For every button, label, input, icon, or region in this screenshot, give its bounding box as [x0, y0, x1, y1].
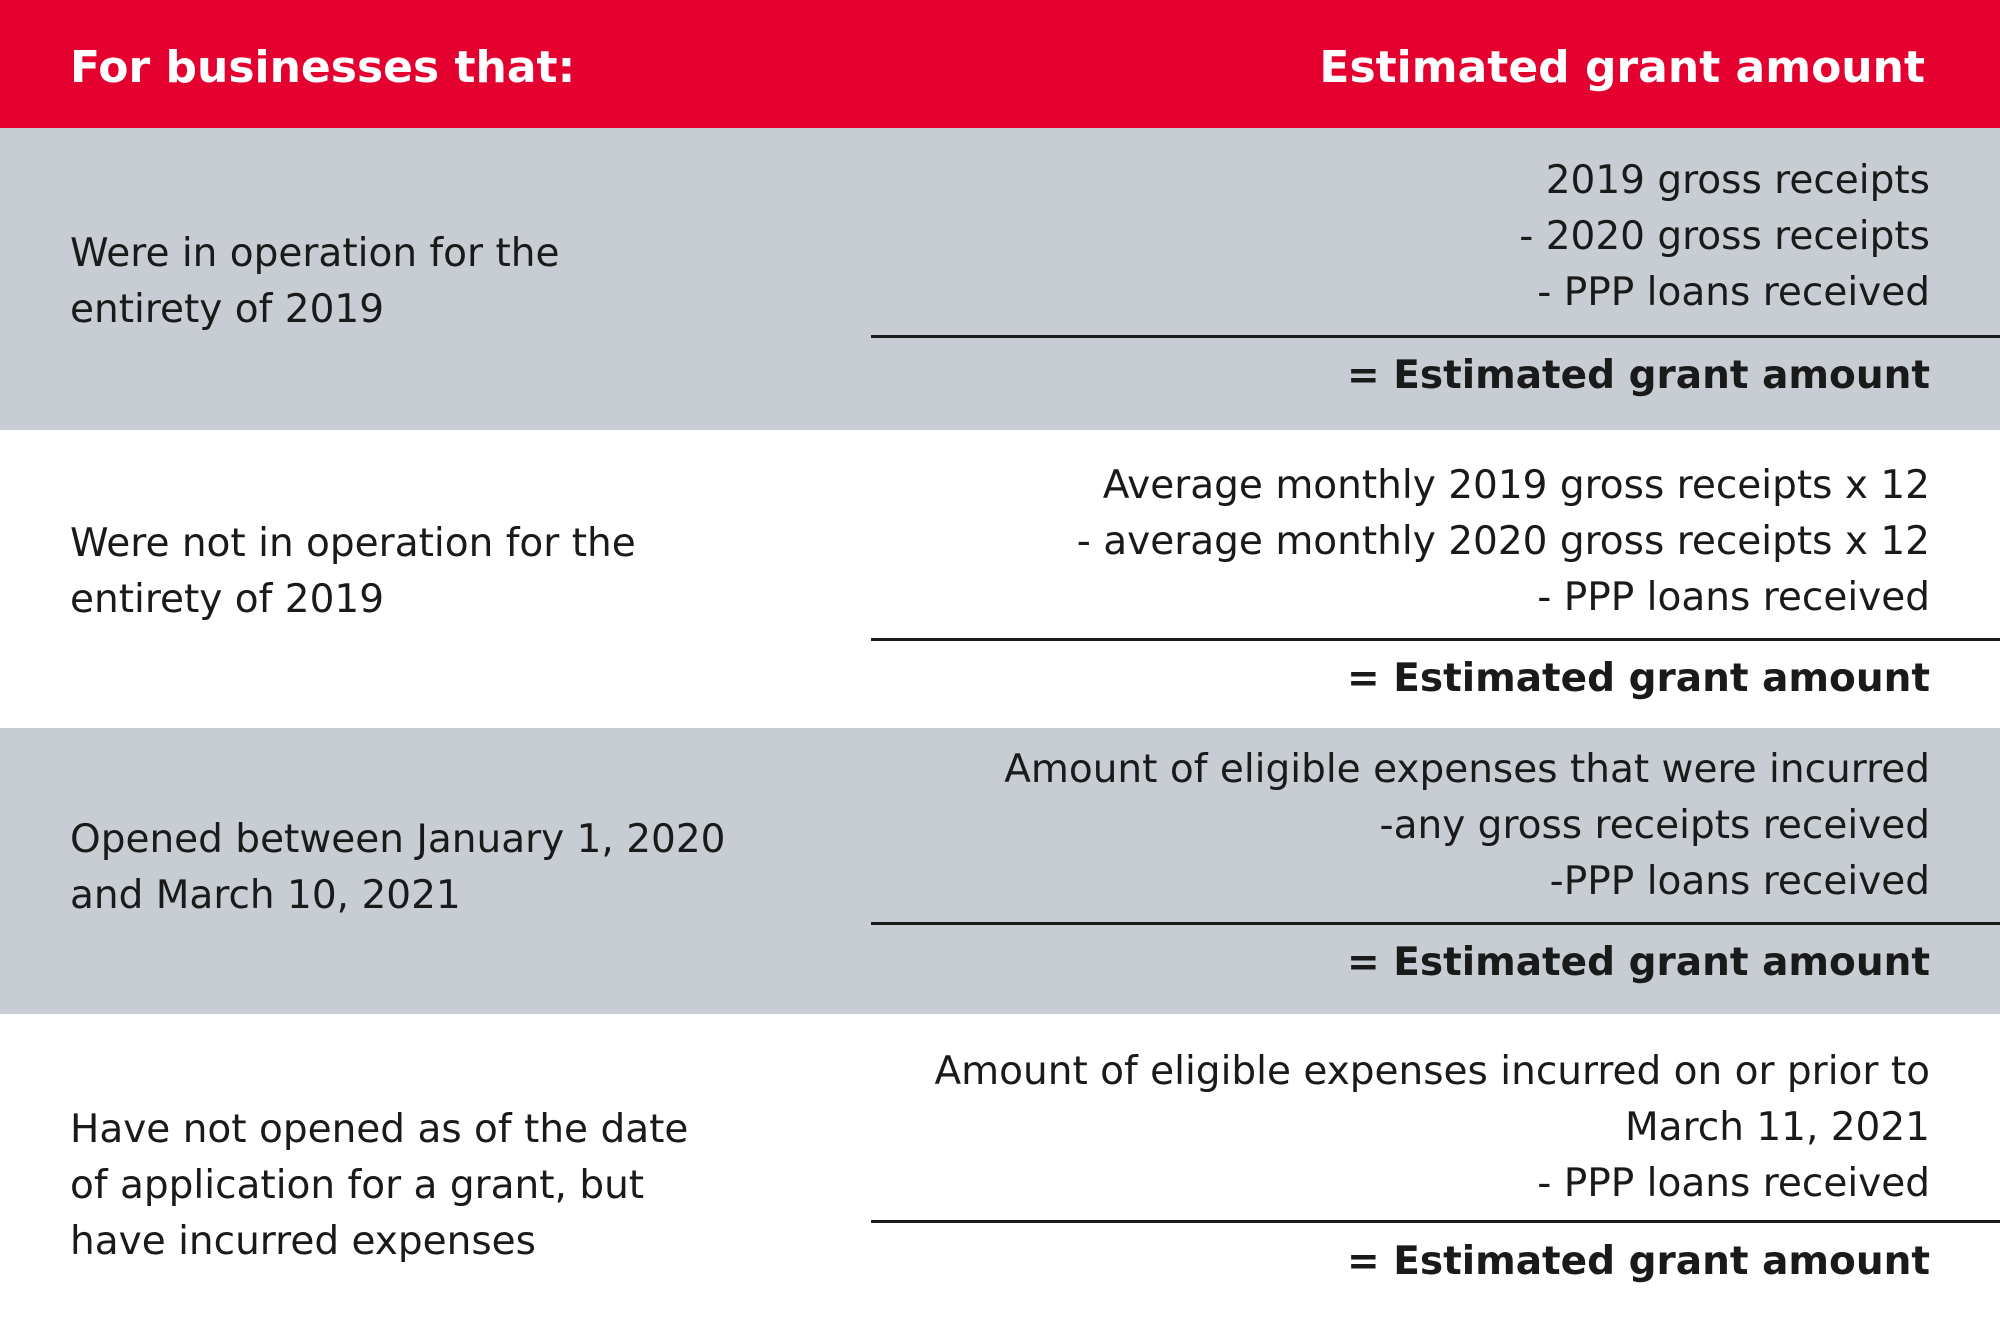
row-condition: Have not opened as of the date of applic…	[70, 1102, 790, 1270]
condition-line: Opened between January 1, 2020	[70, 817, 726, 862]
row-formula: Amount of eligible expenses that were in…	[730, 742, 1930, 910]
row-result: = Estimated grant amount	[1346, 353, 1930, 398]
formula-line: -any gross receipts received	[1379, 803, 1930, 848]
row-condition: Were not in operation for the entirety o…	[70, 516, 790, 628]
condition-line: Were not in operation for the	[70, 521, 636, 566]
formula-divider	[871, 1220, 2000, 1223]
condition-line: Were in operation for the	[70, 231, 560, 276]
row-formula: Average monthly 2019 gross receipts x 12…	[730, 458, 1930, 626]
formula-line: - 2020 gross receipts	[1519, 214, 1930, 259]
row-condition: Opened between January 1, 2020 and March…	[70, 812, 790, 924]
condition-line: of application for a grant, but	[70, 1163, 645, 1208]
header-amount-label: Estimated grant amount	[1319, 42, 1925, 93]
condition-line: entirety of 2019	[70, 577, 385, 622]
formula-divider	[871, 922, 2000, 925]
table-row: Opened between January 1, 2020 and March…	[0, 728, 2000, 1014]
condition-line: entirety of 2019	[70, 287, 385, 332]
formula-line: March 11, 2021	[1625, 1105, 1930, 1150]
condition-line: Have not opened as of the date	[70, 1107, 689, 1152]
formula-line: Average monthly 2019 gross receipts x 12	[1102, 463, 1930, 508]
condition-line: and March 10, 2021	[70, 873, 461, 918]
formula-line: - PPP loans received	[1537, 270, 1930, 315]
formula-line: Amount of eligible expenses that were in…	[1004, 747, 1930, 792]
formula-line: -PPP loans received	[1549, 859, 1930, 904]
condition-line: have incurred expenses	[70, 1219, 536, 1264]
row-result: = Estimated grant amount	[1346, 940, 1930, 985]
formula-line: Amount of eligible expenses incurred on …	[934, 1049, 1931, 1094]
formula-line: - PPP loans received	[1537, 1161, 1930, 1206]
formula-divider	[871, 335, 2000, 338]
table-row: Were not in operation for the entirety o…	[0, 430, 2000, 728]
table-row: Have not opened as of the date of applic…	[0, 1014, 2000, 1333]
formula-line: 2019 gross receipts	[1545, 158, 1930, 203]
formula-line: - average monthly 2020 gross receipts x …	[1076, 519, 1930, 564]
table-row: Were in operation for the entirety of 20…	[0, 128, 2000, 430]
formula-line: - PPP loans received	[1537, 575, 1930, 620]
row-condition: Were in operation for the entirety of 20…	[70, 226, 790, 338]
header-condition-label: For businesses that:	[70, 42, 576, 93]
row-result: = Estimated grant amount	[1346, 656, 1930, 701]
row-result: = Estimated grant amount	[1346, 1239, 1930, 1284]
formula-divider	[871, 638, 2000, 641]
row-formula: Amount of eligible expenses incurred on …	[730, 1044, 1931, 1212]
table-header: For businesses that: Estimated grant amo…	[0, 0, 2000, 128]
row-formula: 2019 gross receipts - 2020 gross receipt…	[730, 153, 1930, 321]
